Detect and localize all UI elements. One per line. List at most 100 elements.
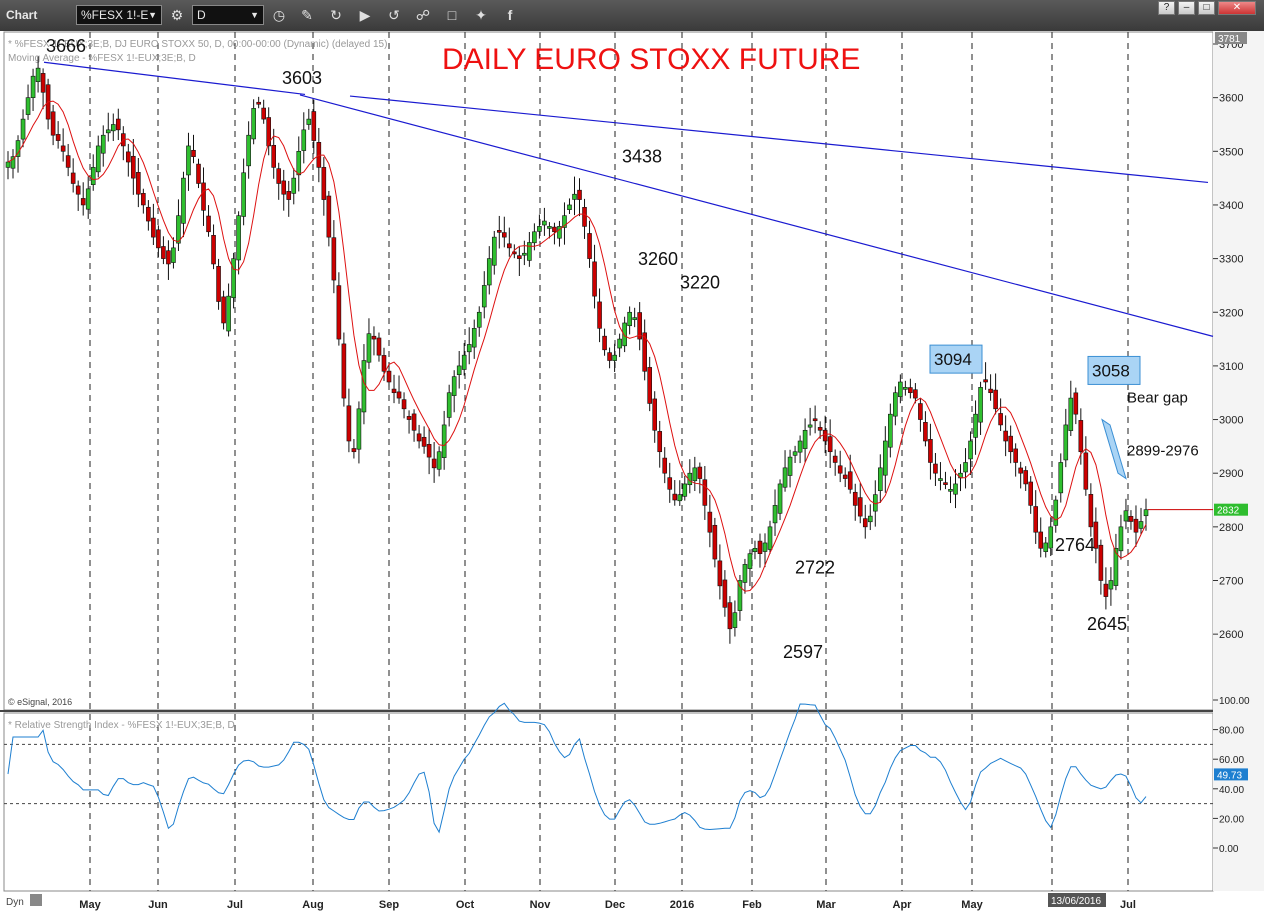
month-label: Apr [893, 899, 913, 911]
twitter-icon[interactable]: ✦ [475, 7, 487, 23]
chart-legend: * %FESX 1!-EUX;3E;B, DJ EURO STOXX 50, D… [8, 39, 387, 50]
candle-up [622, 322, 627, 347]
candle-up [888, 413, 893, 448]
candle-up [742, 564, 748, 583]
candle-up [963, 462, 968, 473]
symbol-input[interactable]: %FESX 1!-E ▼ [76, 5, 162, 25]
candle-down [727, 602, 733, 630]
month-label: Feb [742, 899, 762, 911]
corner-button[interactable] [30, 894, 42, 906]
candle-down [141, 193, 146, 206]
candle-down [151, 217, 156, 238]
last-price-badge [1214, 503, 1248, 516]
candle-up [306, 118, 312, 125]
candle-up [522, 252, 527, 256]
month-label: Nov [530, 899, 552, 911]
candle-up [491, 236, 497, 266]
candle-down [115, 118, 121, 131]
window-title: Chart [6, 8, 38, 22]
facebook-icon[interactable]: f [507, 7, 513, 23]
annotation-label: 3666 [46, 36, 86, 56]
candle-up [361, 360, 367, 413]
candle-down [426, 444, 432, 458]
close-button[interactable]: ✕ [1218, 1, 1256, 15]
price-tick-label: 3400 [1219, 200, 1243, 212]
candle-up [1113, 548, 1119, 586]
candle-up [100, 134, 106, 154]
candle-up [301, 129, 307, 151]
candle-down [341, 343, 347, 399]
candle-down [1093, 521, 1099, 549]
candle-down [411, 413, 417, 431]
candle-down [266, 117, 271, 147]
candle-down [1038, 531, 1044, 549]
chevron-down-icon[interactable]: ▼ [250, 10, 259, 20]
candle-down [647, 367, 652, 404]
annotation-label: 3094 [934, 350, 972, 369]
candle-down [80, 198, 86, 206]
candle-down [326, 195, 332, 238]
candle-up [968, 440, 973, 460]
chevron-down-icon[interactable]: ▼ [148, 10, 157, 20]
candle-down [431, 458, 437, 469]
play-icon[interactable]: ▶ [359, 7, 371, 23]
candle-up [1138, 521, 1144, 529]
annotation-label: 3058 [1092, 361, 1130, 380]
bear-gap-shape [1101, 418, 1127, 480]
candle-down [276, 168, 282, 184]
candle-down [667, 477, 673, 490]
candle-up [481, 285, 487, 308]
candle-up [792, 451, 798, 456]
candle-down [331, 237, 337, 281]
candle-down [271, 144, 277, 168]
candle-down [146, 206, 151, 222]
candle-down [55, 134, 61, 141]
rsi-tick-label: 40.00 [1219, 785, 1244, 796]
symbol-settings-icon[interactable]: ⚙ [170, 7, 184, 23]
price-tick-label: 3000 [1219, 415, 1243, 427]
candle-down [256, 101, 261, 105]
candle-up [978, 387, 983, 423]
month-label: Sep [379, 899, 399, 911]
refresh-icon[interactable]: ↻ [330, 7, 342, 23]
candle-up [85, 188, 91, 210]
candle-down [136, 172, 141, 195]
moving-average-legend: Moving Average - %FESX 1!-EUX;3E;B, D [8, 53, 196, 64]
copyright: © eSignal, 2016 [8, 697, 72, 707]
chart-canvas[interactable]: 2600 2700 2800 2900 3000 3100 3200 3300 3400 3500… [0, 31, 1264, 914]
candle-down [206, 215, 211, 233]
candle-down [913, 389, 918, 399]
minimize-button[interactable]: – [1178, 1, 1195, 15]
maximize-button[interactable]: □ [1198, 1, 1215, 15]
candle-down [852, 491, 858, 506]
candle-down [281, 180, 287, 195]
annotation-label: 2899-2976 [1127, 443, 1199, 460]
chart-title: DAILY EURO STOXX FUTURE [442, 43, 860, 76]
candle-down [261, 107, 266, 120]
candle-down [196, 163, 201, 184]
annotation-label: 2645 [1087, 614, 1127, 634]
link-icon[interactable]: ☍ [415, 7, 431, 23]
pencil-icon[interactable]: ✎ [301, 7, 313, 23]
candle-up [471, 328, 477, 348]
candle-up [627, 311, 632, 327]
help-button[interactable]: ? [1158, 1, 1175, 15]
candle-down [376, 337, 382, 356]
comment-icon[interactable]: □ [447, 7, 457, 23]
candle-up [236, 215, 241, 261]
candle-up [441, 424, 447, 458]
candle-up [1118, 526, 1124, 552]
candle-down [983, 379, 988, 383]
corner-label: Dyn [6, 897, 24, 908]
candle-down [75, 185, 81, 195]
rsi-line [7, 702, 1147, 834]
history-icon[interactable]: ↺ [388, 7, 400, 23]
interval-input[interactable]: D ▼ [192, 5, 264, 25]
candle-up [30, 75, 36, 98]
candle-down [1083, 452, 1089, 490]
interval-settings-icon[interactable]: ◷ [272, 7, 286, 23]
month-label: Dec [605, 899, 625, 911]
candle-down [812, 418, 818, 422]
candle-down [381, 355, 387, 372]
candle-down [1008, 435, 1013, 453]
